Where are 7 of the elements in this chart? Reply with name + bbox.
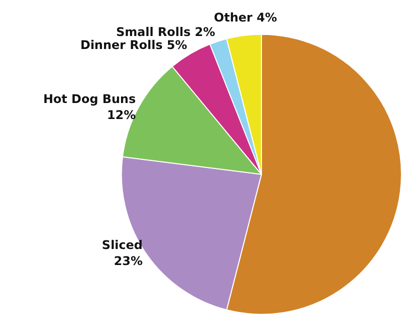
slice-label: Sliced	[102, 238, 143, 252]
slice-label: Other 4%	[214, 10, 277, 24]
slice-label: Dinner Rolls 5%	[80, 38, 188, 52]
slice-label: Hot Dog Buns	[43, 92, 136, 106]
slice-label: Small Rolls 2%	[116, 25, 216, 40]
data-label: 12%	[107, 108, 136, 122]
data-label: 23%	[114, 254, 143, 268]
